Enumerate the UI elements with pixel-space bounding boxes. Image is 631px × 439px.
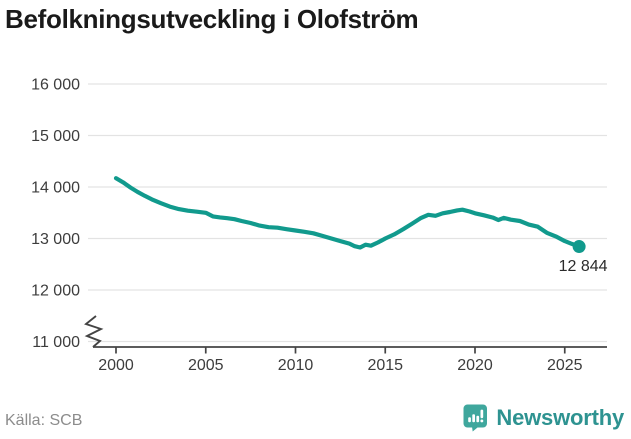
newsworthy-wordmark: Newsworthy [496, 405, 624, 430]
source-label: Källa: SCB [5, 412, 83, 429]
svg-text:2025: 2025 [547, 357, 583, 374]
svg-text:11 000: 11 000 [32, 334, 80, 351]
svg-text:2000: 2000 [98, 357, 134, 374]
svg-text:2015: 2015 [367, 357, 403, 374]
svg-text:16 000: 16 000 [31, 77, 80, 94]
newsworthy-logo: Newsworthy [463, 404, 624, 432]
last-value-annotation: 12 844 [559, 258, 608, 275]
svg-text:2020: 2020 [457, 357, 493, 374]
svg-text:14 000: 14 000 [31, 180, 80, 197]
page-title: Befolkningsutveckling i Olofström [5, 4, 419, 34]
population-line-chart: 16 000 15 000 14 000 13 000 12 000 11 000 2000… [31, 77, 608, 375]
svg-text:15 000: 15 000 [31, 128, 80, 145]
svg-text:12 000: 12 000 [31, 283, 80, 300]
svg-text:13 000: 13 000 [31, 231, 80, 248]
newsworthy-speech-bubble-chart-icon [463, 404, 488, 432]
svg-text:2005: 2005 [188, 357, 224, 374]
svg-text:2010: 2010 [278, 357, 314, 374]
